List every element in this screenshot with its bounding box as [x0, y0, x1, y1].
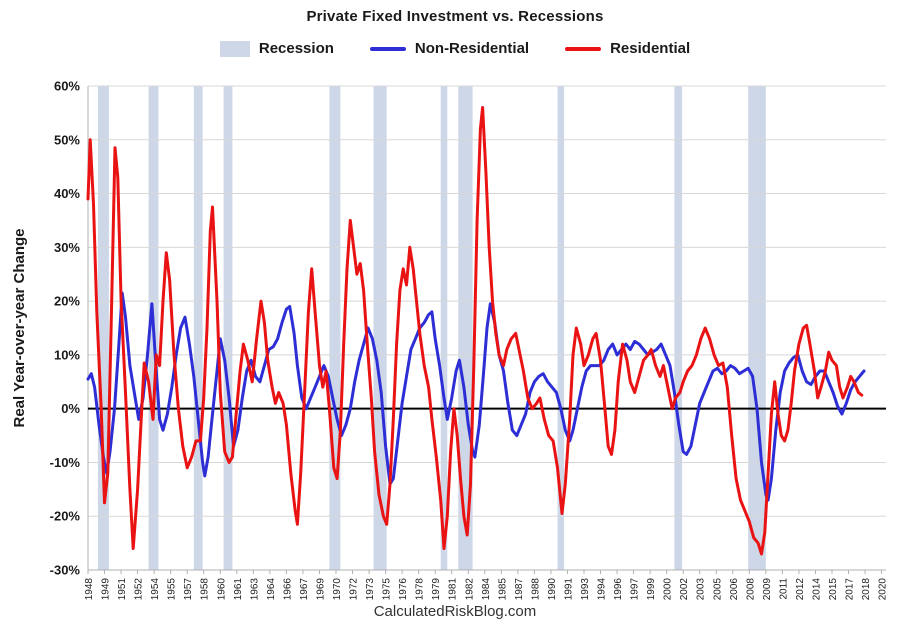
svg-text:10%: 10%	[54, 347, 80, 362]
svg-text:1988: 1988	[530, 578, 541, 601]
svg-text:1978: 1978	[415, 578, 426, 601]
svg-text:2020: 2020	[878, 578, 889, 601]
svg-text:1994: 1994	[597, 578, 608, 601]
svg-text:40%: 40%	[54, 186, 80, 201]
svg-text:30%: 30%	[54, 240, 80, 255]
svg-text:1969: 1969	[315, 578, 326, 601]
svg-text:1996: 1996	[613, 578, 624, 601]
svg-text:2009: 2009	[762, 578, 773, 601]
legend-item-residential: Residential	[565, 40, 690, 57]
chart-title: Private Fixed Investment vs. Recessions	[306, 8, 604, 25]
svg-text:1952: 1952	[134, 578, 145, 601]
svg-text:1957: 1957	[183, 578, 194, 601]
svg-text:1976: 1976	[398, 578, 409, 601]
svg-text:1961: 1961	[233, 578, 244, 601]
svg-text:1981: 1981	[448, 578, 459, 601]
svg-text:-20%: -20%	[50, 509, 81, 524]
svg-text:1979: 1979	[431, 578, 442, 601]
svg-text:1975: 1975	[382, 578, 393, 601]
legend-label-non-residential: Non-Residential	[414, 40, 530, 57]
svg-text:2017: 2017	[845, 578, 856, 601]
svg-text:1954: 1954	[150, 578, 161, 601]
svg-text:1963: 1963	[249, 578, 260, 601]
svg-text:-30%: -30%	[50, 563, 81, 578]
svg-text:2014: 2014	[811, 578, 822, 601]
svg-text:1970: 1970	[332, 578, 343, 601]
legend-item-recession: Recession	[219, 40, 334, 57]
svg-text:2011: 2011	[778, 578, 789, 600]
recession-band-swatch	[219, 40, 250, 57]
svg-text:1993: 1993	[580, 578, 591, 601]
legend: Recession Non-Residential Residential	[0, 40, 910, 57]
svg-text:2015: 2015	[828, 578, 839, 601]
svg-text:1966: 1966	[282, 578, 293, 601]
legend-label-recession: Recession	[258, 40, 334, 57]
svg-text:1982: 1982	[464, 578, 475, 601]
svg-text:1997: 1997	[630, 578, 641, 601]
svg-text:1972: 1972	[349, 578, 360, 601]
legend-label-residential: Residential	[610, 40, 691, 57]
svg-text:2003: 2003	[696, 578, 707, 601]
svg-text:2018: 2018	[861, 578, 872, 601]
svg-text:1948: 1948	[84, 578, 95, 601]
svg-text:1985: 1985	[497, 578, 508, 601]
svg-text:1999: 1999	[646, 578, 657, 601]
svg-text:1987: 1987	[514, 578, 525, 601]
svg-text:1958: 1958	[200, 578, 211, 601]
svg-text:60%: 60%	[54, 79, 80, 94]
svg-text:1967: 1967	[299, 578, 310, 601]
non-residential-line-swatch	[369, 46, 406, 51]
svg-text:2000: 2000	[663, 578, 674, 601]
svg-text:1951: 1951	[117, 578, 128, 601]
svg-text:2005: 2005	[712, 578, 723, 601]
svg-text:1955: 1955	[167, 578, 178, 601]
svg-text:1984: 1984	[481, 578, 492, 601]
svg-text:2006: 2006	[729, 578, 740, 601]
svg-text:1973: 1973	[365, 578, 376, 601]
svg-text:1991: 1991	[563, 578, 574, 601]
svg-text:0%: 0%	[61, 401, 80, 416]
footer-credit: CalculatedRiskBlog.com	[373, 603, 537, 620]
svg-text:1964: 1964	[266, 578, 277, 601]
legend-item-non-residential: Non-Residential	[369, 40, 530, 57]
svg-text:50%: 50%	[54, 132, 80, 147]
svg-text:1949: 1949	[101, 578, 112, 601]
svg-text:2012: 2012	[795, 578, 806, 601]
svg-text:2002: 2002	[679, 578, 690, 601]
residential-line-swatch	[565, 46, 602, 51]
svg-text:-10%: -10%	[50, 455, 81, 470]
svg-text:1960: 1960	[216, 578, 227, 601]
svg-text:20%: 20%	[54, 294, 80, 309]
svg-text:1990: 1990	[547, 578, 558, 601]
svg-text:2008: 2008	[745, 578, 756, 601]
